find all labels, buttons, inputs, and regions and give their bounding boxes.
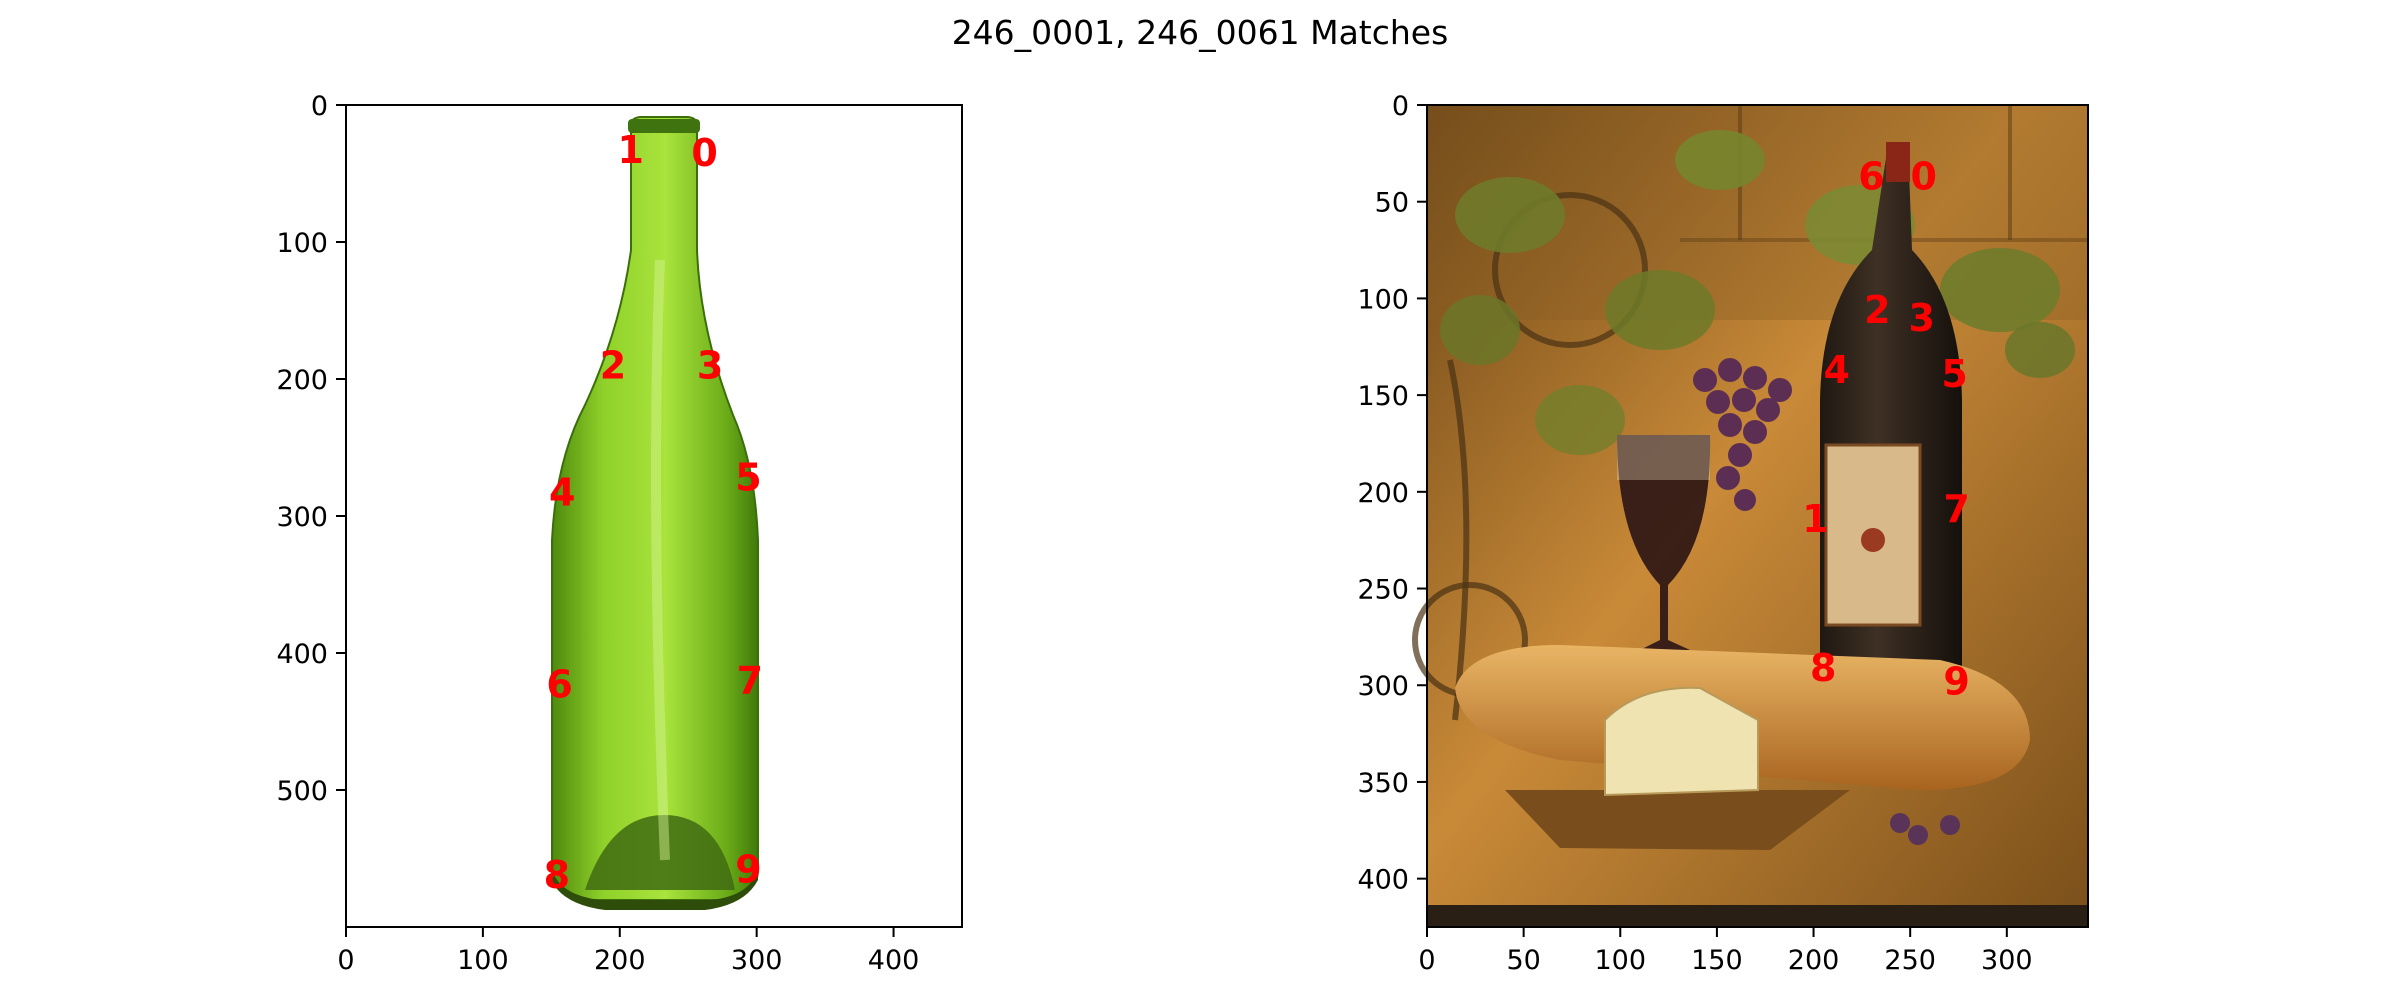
keypoint-label: 2 — [1864, 288, 1890, 332]
keypoint-label: 0 — [691, 131, 717, 175]
keypoint-label: 7 — [737, 658, 763, 702]
x-tick-label: 300 — [1981, 945, 2033, 976]
y-tick-label: 50 — [1375, 188, 1409, 219]
keypoint-label: 2 — [600, 343, 626, 387]
y-tick-label: 200 — [1357, 478, 1409, 509]
x-tick-label: 150 — [1691, 945, 1743, 976]
left-image-panel: 0 100 200 300 400 0 100 200 300 400 500 0 1 2 3 4 5 6 7 8… — [276, 91, 963, 976]
x-tick-label: 400 — [868, 945, 920, 976]
y-tick-label: 250 — [1357, 575, 1409, 606]
keypoint-label: 4 — [549, 471, 575, 515]
y-tick-label: 300 — [276, 502, 328, 533]
left-image — [346, 105, 962, 927]
keypoint-label: 9 — [1943, 659, 1969, 703]
left-keypoints: 0 1 2 3 4 5 6 7 8 9 — [544, 128, 763, 897]
y-tick-label: 350 — [1357, 768, 1409, 799]
x-tick-label: 100 — [457, 945, 509, 976]
figure-title: 246_0001, 246_0061 Matches — [952, 13, 1449, 52]
y-tick-label: 0 — [1392, 91, 1409, 122]
y-tick-label: 0 — [311, 91, 328, 122]
keypoint-label: 3 — [1909, 296, 1935, 340]
keypoint-label: 9 — [735, 847, 761, 891]
keypoint-label: 5 — [1941, 352, 1967, 396]
keypoint-label: 5 — [735, 456, 761, 500]
y-tick-label: 400 — [276, 639, 328, 670]
y-tick-label: 300 — [1357, 671, 1409, 702]
left-y-axis: 0 100 200 300 400 500 — [276, 91, 346, 807]
x-tick-label: 200 — [594, 945, 646, 976]
x-tick-label: 0 — [337, 945, 354, 976]
keypoint-label: 4 — [1824, 348, 1850, 392]
keypoint-label: 6 — [546, 663, 572, 707]
keypoint-label: 0 — [1910, 155, 1936, 199]
y-tick-label: 150 — [1357, 381, 1409, 412]
keypoint-label: 8 — [1810, 646, 1836, 690]
y-tick-label: 400 — [1357, 865, 1409, 896]
keypoint-label: 8 — [544, 853, 570, 897]
x-tick-label: 200 — [1788, 945, 1840, 976]
keypoint-label: 3 — [697, 343, 723, 387]
x-tick-label: 0 — [1418, 945, 1435, 976]
y-tick-label: 100 — [276, 228, 328, 259]
left-x-axis: 0 100 200 300 400 — [337, 927, 919, 976]
right-x-axis: 0 50 100 150 200 250 300 — [1418, 927, 2033, 976]
x-tick-label: 50 — [1506, 945, 1540, 976]
keypoint-label: 1 — [618, 128, 644, 172]
y-tick-label: 500 — [276, 776, 328, 807]
keypoint-label: 6 — [1858, 155, 1884, 199]
right-y-axis: 0 50 100 150 200 250 300 350 400 — [1357, 91, 1427, 896]
right-image-panel: 0 50 100 150 200 250 300 050100150200250300350… — [1357, 91, 2089, 976]
y-tick-label: 100 — [1357, 284, 1409, 315]
x-tick-label: 100 — [1595, 945, 1647, 976]
x-tick-label: 250 — [1884, 945, 1936, 976]
x-tick-label: 300 — [731, 945, 783, 976]
keypoint-label: 7 — [1943, 487, 1969, 531]
right-image — [1412, 105, 2088, 927]
right-axes-frame — [1426, 104, 2089, 928]
y-tick-label: 200 — [276, 365, 328, 396]
keypoint-label: 1 — [1802, 497, 1828, 541]
